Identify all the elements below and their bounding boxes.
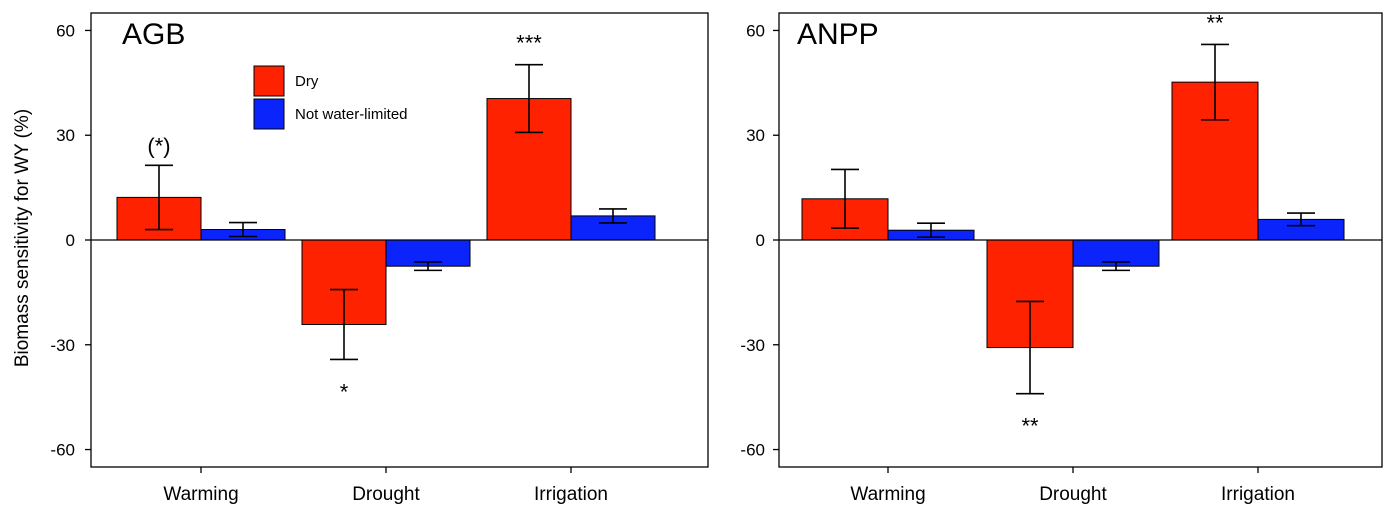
- y-tick-label: 0: [66, 231, 75, 250]
- y-tick-label: 30: [56, 126, 75, 145]
- panel-agb: AGB -60 -30 0 30 60 Warming Drought Irrigation (…: [50, 12, 709, 505]
- y-tick-label: 60: [56, 21, 75, 40]
- legend-swatch-dry: [253, 65, 285, 97]
- significance-label: *: [340, 379, 349, 404]
- x-tick-label: Drought: [352, 484, 420, 505]
- y-tick-label: -30: [50, 336, 75, 355]
- y-tick-label: 60: [746, 21, 765, 40]
- y-tick-label: -60: [740, 441, 765, 460]
- significance-label: (*): [147, 133, 170, 158]
- legend: Dry Not water-limited: [253, 65, 408, 130]
- panel-title-anpp: ANPP: [797, 18, 879, 51]
- y-tick-label: -30: [740, 336, 765, 355]
- panel-title-agb: AGB: [122, 18, 185, 51]
- x-tick-label: Warming: [163, 484, 238, 505]
- panel-anpp: ANPP -60 -30 0 30 60 Warming Drought Irrigation…: [740, 10, 1383, 505]
- y-tick-label: 30: [746, 126, 765, 145]
- legend-label-not-water-limited: Not water-limited: [295, 106, 408, 123]
- significance-label: ***: [516, 31, 542, 56]
- legend-swatch-not-water-limited: [253, 98, 285, 130]
- legend-label-dry: Dry: [295, 73, 319, 90]
- x-tick-label: Warming: [850, 484, 925, 505]
- significance-label: **: [1021, 414, 1039, 439]
- y-axis-label: Biomass sensitivity for WY (%): [12, 109, 33, 367]
- x-tick-label: Irrigation: [534, 484, 608, 505]
- y-tick-label: 0: [756, 231, 765, 250]
- x-tick-label: Irrigation: [1221, 484, 1295, 505]
- y-tick-label: -60: [50, 441, 75, 460]
- x-tick-label: Drought: [1039, 484, 1107, 505]
- significance-label: **: [1206, 10, 1224, 35]
